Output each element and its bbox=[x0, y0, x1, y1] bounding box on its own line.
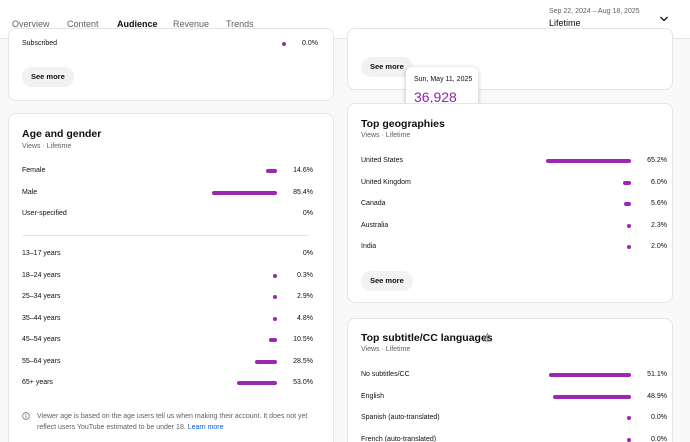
card-title: Age and gender bbox=[22, 128, 102, 140]
divider bbox=[22, 235, 308, 236]
subscription-status-card: Subscribed 0.0% See more bbox=[8, 28, 334, 101]
subtitle-row-bar bbox=[627, 437, 631, 442]
tab-overview[interactable]: Overview bbox=[12, 19, 50, 29]
tooltip-date: Sun, May 11, 2025 bbox=[414, 76, 473, 83]
age-row-bar bbox=[269, 338, 277, 342]
tab-content[interactable]: Content bbox=[67, 19, 99, 29]
geo-row-value: 2.0% bbox=[651, 243, 667, 250]
upper-right-card: See more bbox=[347, 28, 673, 90]
age-row-label: 55–64 years bbox=[22, 357, 61, 365]
geo-row-label: United States bbox=[361, 157, 404, 164]
date-range-picker[interactable]: Sep 22, 2024 – Aug 18, 2025 Lifetime bbox=[549, 8, 640, 28]
row-label: Subscribed bbox=[22, 40, 58, 47]
age-gender-card: Age and gender Views · Lifetime Female 14… bbox=[8, 113, 334, 442]
card-subtitle: Views · Lifetime bbox=[361, 132, 411, 139]
geo-row-bar bbox=[627, 223, 631, 228]
card-title: Top subtitle/CC languages bbox=[361, 332, 493, 344]
age-row-value: 28.5% bbox=[293, 357, 313, 365]
age-row-bar bbox=[273, 273, 277, 278]
tab-revenue[interactable]: Revenue bbox=[173, 19, 210, 29]
age-row-value: 4.8% bbox=[297, 314, 313, 322]
subtitle-row-value: 0.0% bbox=[651, 435, 667, 442]
subtitle-row-value: 0.0% bbox=[651, 414, 667, 421]
geo-row-label: Australia bbox=[361, 221, 389, 229]
geo-row-label: Canada bbox=[361, 200, 386, 207]
chevron-down-icon[interactable] bbox=[659, 14, 669, 24]
subscribed-bar bbox=[282, 42, 286, 46]
see-more-button[interactable]: See more bbox=[361, 57, 413, 77]
geo-row-bar bbox=[627, 245, 631, 249]
date-range-text: Sep 22, 2024 – Aug 18, 2025 bbox=[549, 8, 640, 15]
geo-row-value: 6.0% bbox=[651, 178, 667, 186]
learn-more-link[interactable]: Learn more bbox=[187, 424, 224, 431]
gender-row-label: User-specified bbox=[22, 210, 67, 217]
geo-row-label: United Kingdom bbox=[361, 178, 411, 186]
age-row-label: 13–17 years bbox=[22, 250, 61, 257]
age-row-bar bbox=[273, 295, 277, 299]
age-row-label: 25–34 years bbox=[22, 293, 61, 300]
period-text: Lifetime bbox=[549, 18, 581, 28]
subtitle-row-bar bbox=[553, 394, 631, 399]
see-more-button[interactable]: See more bbox=[22, 67, 74, 87]
age-row-bar bbox=[273, 316, 277, 321]
card-title: Top geographies bbox=[361, 118, 445, 130]
age-row-label: 45–54 years bbox=[22, 336, 61, 343]
age-row-label: 18–24 years bbox=[22, 271, 61, 279]
age-row-value: 53.0% bbox=[293, 379, 313, 386]
age-note: Viewer age is based on the age users tel… bbox=[37, 411, 322, 433]
see-more-button[interactable]: See more bbox=[361, 271, 413, 291]
geo-row-value: 65.2% bbox=[647, 157, 667, 164]
subtitle-row-label: Spanish (auto-translated) bbox=[361, 414, 440, 421]
age-row-label: 65+ years bbox=[22, 379, 53, 386]
subtitle-row-label: No subtitles/CC bbox=[361, 371, 410, 378]
card-subtitle: Views · Lifetime bbox=[361, 346, 411, 353]
age-row-value: 0% bbox=[302, 250, 313, 257]
gender-row-value: 85.4% bbox=[293, 188, 313, 196]
info-icon bbox=[22, 412, 30, 420]
gender-row-value: 14.6% bbox=[293, 167, 313, 174]
age-row-bar bbox=[255, 359, 277, 364]
geo-row-bar bbox=[546, 159, 631, 163]
age-row-value: 0.3% bbox=[297, 271, 313, 279]
age-row-value: 10.5% bbox=[293, 336, 313, 343]
age-row-label: 35–44 years bbox=[22, 314, 61, 322]
top-subtitle-languages-card: Top subtitle/CC languages Views · Lifeti… bbox=[347, 318, 673, 442]
gender-row-bar bbox=[266, 169, 277, 173]
tooltip-value: 36,928 bbox=[414, 89, 457, 105]
geo-row-label: India bbox=[361, 243, 377, 250]
geo-row-value: 5.6% bbox=[651, 200, 667, 207]
tab-trends[interactable]: Trends bbox=[226, 19, 254, 29]
subtitle-row-value: 51.1% bbox=[647, 371, 667, 378]
age-row-bar bbox=[237, 381, 277, 385]
card-subtitle: Views · Lifetime bbox=[22, 143, 72, 150]
gender-row-value: 0% bbox=[302, 210, 313, 217]
age-note-text: Viewer age is based on the age users tel… bbox=[37, 413, 308, 431]
subtitle-row-label: English bbox=[361, 392, 384, 400]
top-geographies-card: Top geographies Views · Lifetime United … bbox=[347, 103, 673, 303]
geo-row-value: 2.3% bbox=[651, 221, 667, 229]
subtitle-row-bar bbox=[549, 373, 631, 377]
gender-row-bar bbox=[212, 190, 277, 195]
gender-row-label: Female bbox=[22, 167, 46, 174]
warning-icon[interactable] bbox=[483, 333, 492, 342]
geo-row-bar bbox=[623, 180, 631, 185]
gender-row-label: Male bbox=[22, 188, 38, 196]
row-value: 0.0% bbox=[302, 40, 318, 47]
subtitle-row-value: 48.9% bbox=[647, 392, 667, 400]
subtitle-row-bar bbox=[627, 416, 631, 420]
subtitle-row-label: French (auto-translated) bbox=[361, 435, 437, 442]
geo-row-bar bbox=[624, 202, 631, 206]
age-row-value: 2.9% bbox=[297, 293, 313, 300]
